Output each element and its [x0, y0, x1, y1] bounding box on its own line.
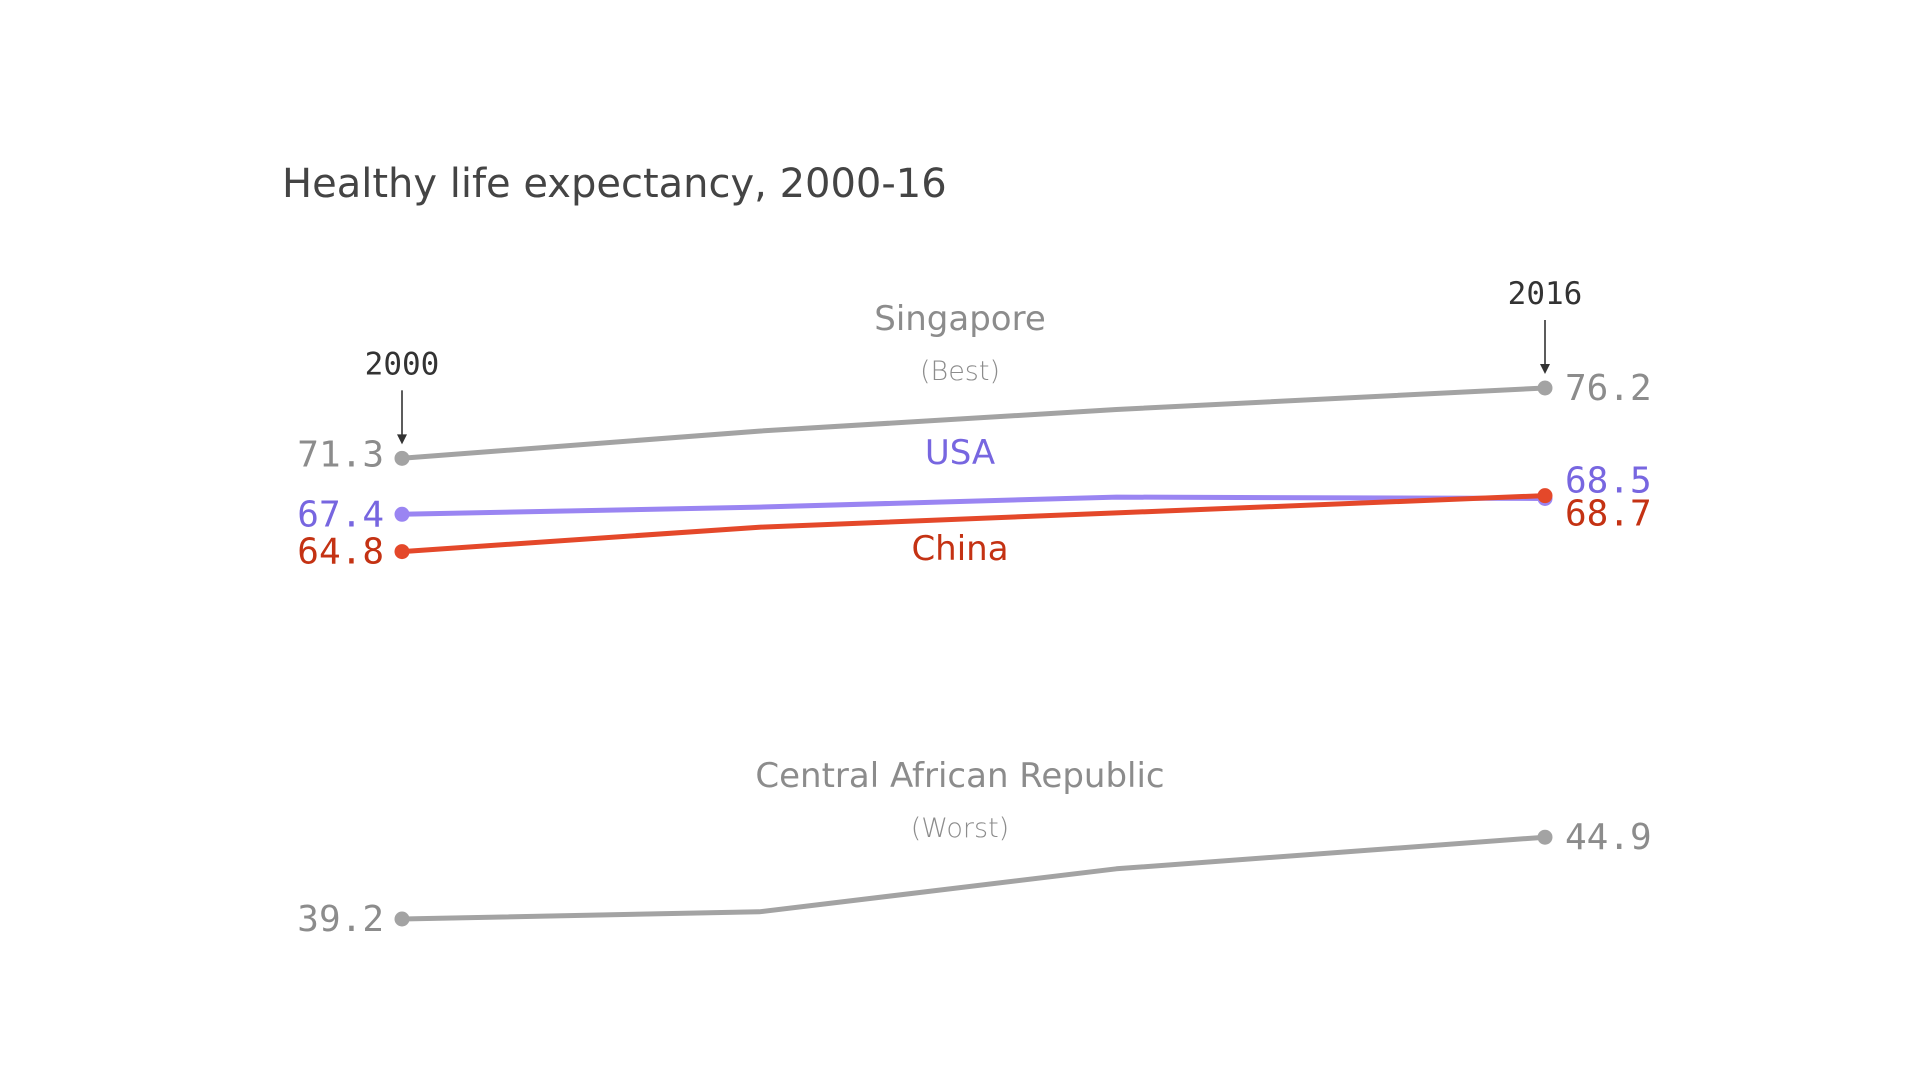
year-arrowhead-2000 [397, 434, 407, 445]
series-line-china [399, 493, 1548, 555]
value-labels: 71.3 76.2 67.4 68.5 64.8 68.7 39.2 44.9 [297, 368, 1651, 940]
end-value-china: 68.7 [1565, 494, 1652, 535]
start-point-singapore [394, 450, 410, 466]
year-label-2000: 2000 [365, 346, 440, 382]
series-labels: Singapore (Best) USA China Central African R… [755, 299, 1164, 844]
start-value-usa: 67.4 [297, 494, 384, 535]
year-markers: 2000 2016 [365, 276, 1583, 445]
chart-title: Healthy life expectancy, 2000-16 [282, 161, 947, 207]
series-label-china: China [911, 529, 1008, 569]
series-line-singapore [399, 385, 1548, 461]
end-point-singapore [1537, 380, 1553, 396]
series-lines [394, 380, 1553, 927]
series-line-usa [399, 494, 1548, 517]
start-point-usa [394, 506, 410, 522]
start-value-central-african-republic: 39.2 [297, 899, 384, 940]
start-value-singapore: 71.3 [297, 434, 384, 475]
start-point-central-african-republic [394, 911, 410, 927]
series-note-central-african-republic: (Worst) [911, 813, 1009, 844]
end-value-central-african-republic: 44.9 [1565, 817, 1652, 858]
series-label-singapore: Singapore [874, 299, 1046, 339]
start-value-china: 64.8 [297, 532, 384, 573]
series-note-singapore: (Best) [920, 356, 1000, 387]
year-arrowhead-2016 [1540, 364, 1550, 374]
series-label-usa: USA [925, 433, 995, 473]
end-point-china [1537, 488, 1553, 504]
end-value-usa: 68.5 [1565, 461, 1652, 502]
end-point-central-african-republic [1537, 829, 1553, 845]
end-value-singapore: 76.2 [1565, 368, 1652, 409]
start-point-china [394, 544, 410, 560]
series-label-central-african-republic: Central African Republic [755, 756, 1164, 796]
series-line-central-african-republic [399, 834, 1548, 922]
year-label-2016: 2016 [1508, 276, 1583, 312]
